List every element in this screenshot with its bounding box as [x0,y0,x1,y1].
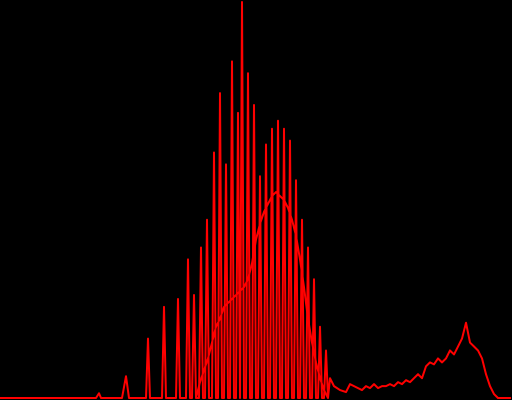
series-line-2 [195,191,329,399]
